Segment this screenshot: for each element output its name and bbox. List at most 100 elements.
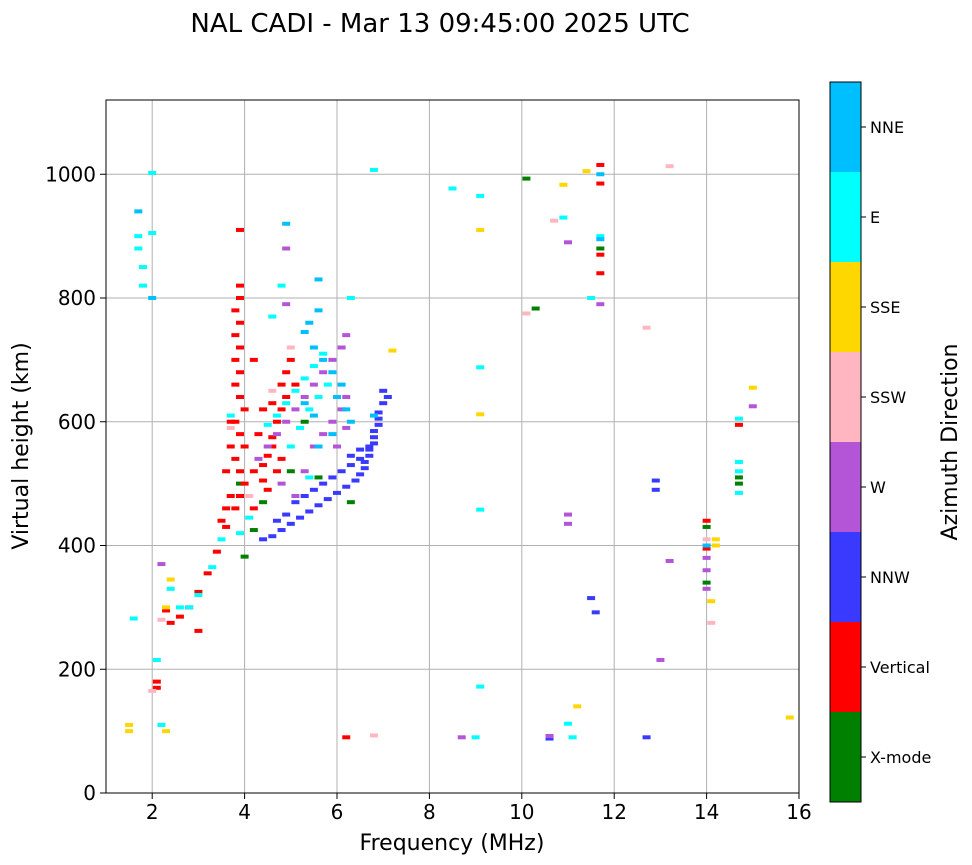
point-sse: [573, 704, 582, 709]
point-vertical: [259, 407, 268, 412]
point-x-mode: [702, 580, 711, 585]
point-w: [337, 407, 346, 412]
point-nnw: [323, 497, 332, 502]
point-nnw: [291, 500, 300, 505]
point-vertical: [194, 589, 203, 594]
point-nne: [369, 413, 378, 418]
colorbar-segment: [830, 532, 861, 622]
point-x-mode: [300, 419, 309, 424]
point-e: [568, 735, 577, 740]
point-e: [235, 531, 244, 536]
point-e: [596, 234, 605, 239]
point-e: [319, 351, 328, 356]
point-e: [734, 490, 743, 495]
point-w: [328, 357, 337, 362]
point-vertical: [222, 524, 231, 529]
point-ssw: [702, 537, 711, 542]
x-tick-label: 8: [423, 800, 436, 824]
point-e: [272, 413, 281, 418]
point-nnw: [356, 456, 365, 461]
point-e: [148, 231, 157, 236]
colorbar-segment: [830, 622, 861, 712]
x-axis-label: Frequency (MHz): [360, 831, 545, 856]
colorbar-segment: [830, 262, 861, 352]
point-vertical: [240, 407, 249, 412]
point-nnw: [374, 410, 383, 415]
point-vertical: [235, 494, 244, 498]
point-e: [245, 515, 254, 520]
point-nnw: [319, 481, 328, 486]
point-nnw: [360, 459, 369, 464]
point-nnw: [337, 469, 346, 474]
point-nnw: [314, 503, 323, 508]
point-nnw: [309, 487, 318, 492]
point-vertical: [231, 308, 240, 313]
point-vertical: [231, 456, 240, 461]
point-ssw: [369, 733, 378, 738]
point-w: [702, 568, 711, 573]
point-vertical: [254, 432, 263, 437]
point-vertical: [226, 444, 235, 449]
point-e: [471, 735, 480, 740]
point-nne: [309, 345, 318, 350]
point-e: [217, 537, 226, 542]
point-e: [208, 565, 217, 570]
point-vertical: [162, 608, 171, 613]
point-sse: [162, 729, 171, 734]
point-vertical: [268, 401, 277, 406]
point-vertical: [277, 382, 286, 387]
colorbar-label: NNW: [870, 568, 910, 587]
point-sse: [125, 722, 134, 727]
point-vertical: [272, 419, 281, 424]
point-e: [282, 401, 291, 406]
point-x-mode: [531, 306, 540, 311]
point-w: [656, 657, 665, 662]
point-sse: [476, 412, 485, 417]
point-nnw: [305, 509, 314, 514]
point-e: [175, 605, 184, 610]
point-nne: [337, 382, 346, 387]
point-nnw: [369, 441, 378, 446]
y-tick-label: 600: [58, 410, 96, 434]
point-nnw: [268, 534, 277, 539]
point-vertical: [217, 518, 226, 523]
point-sse: [711, 543, 720, 548]
point-w: [309, 382, 318, 387]
y-tick-label: 1000: [45, 162, 96, 186]
point-vertical: [734, 422, 743, 427]
point-nnw: [356, 447, 365, 452]
point-vertical: [231, 419, 240, 424]
colorbar-label: X-mode: [870, 748, 931, 767]
point-vertical: [175, 614, 184, 619]
point-vertical: [282, 395, 291, 399]
point-nnw: [591, 610, 600, 615]
point-ssw: [550, 218, 559, 223]
point-vertical: [268, 444, 277, 449]
point-ssw: [245, 494, 254, 498]
point-e: [268, 314, 277, 319]
point-w: [702, 586, 711, 591]
point-nne: [305, 320, 314, 325]
point-vertical: [235, 227, 244, 232]
point-nnw: [383, 395, 392, 399]
point-x-mode: [734, 475, 743, 480]
colorbar-frame: [829, 81, 862, 803]
point-sse: [748, 385, 757, 390]
point-w: [263, 444, 272, 449]
point-sse: [476, 227, 485, 232]
x-tick-label: 16: [786, 800, 811, 824]
point-e: [226, 413, 235, 418]
point-vertical: [240, 481, 249, 486]
point-e: [134, 234, 143, 239]
point-sse: [711, 537, 720, 542]
point-nnw: [286, 521, 295, 526]
point-e: [296, 425, 305, 430]
point-x-mode: [235, 481, 244, 486]
point-w: [282, 302, 291, 307]
point-vertical: [249, 506, 258, 511]
point-nnw: [642, 735, 651, 740]
point-vertical: [702, 546, 711, 551]
point-e: [587, 296, 596, 300]
point-e: [157, 722, 166, 727]
colorbar-label: NNE: [870, 118, 904, 137]
